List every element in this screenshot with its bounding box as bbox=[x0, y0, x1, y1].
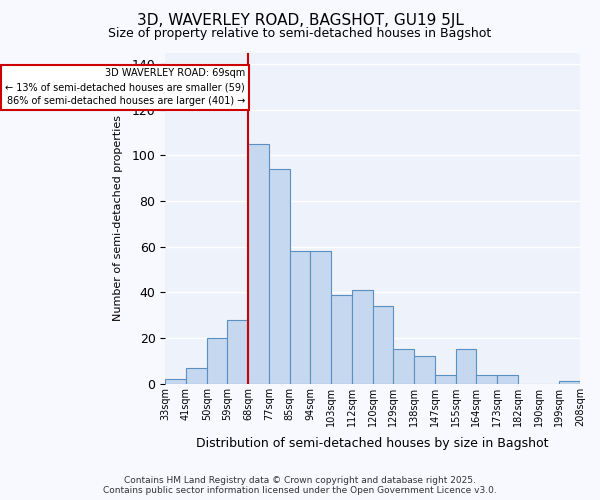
Bar bbox=[207, 338, 227, 384]
Bar bbox=[455, 350, 476, 384]
Bar bbox=[248, 144, 269, 384]
Bar bbox=[559, 382, 580, 384]
Text: 3D, WAVERLEY ROAD, BAGSHOT, GU19 5JL: 3D, WAVERLEY ROAD, BAGSHOT, GU19 5JL bbox=[137, 12, 463, 28]
Bar bbox=[331, 294, 352, 384]
Bar bbox=[290, 251, 310, 384]
Text: 3D WAVERLEY ROAD: 69sqm
← 13% of semi-detached houses are smaller (59)
86% of se: 3D WAVERLEY ROAD: 69sqm ← 13% of semi-de… bbox=[5, 68, 245, 106]
Bar bbox=[227, 320, 248, 384]
Bar bbox=[414, 356, 435, 384]
Y-axis label: Number of semi-detached properties: Number of semi-detached properties bbox=[113, 115, 124, 321]
Bar bbox=[476, 374, 497, 384]
Bar bbox=[352, 290, 373, 384]
Bar bbox=[435, 374, 455, 384]
Bar bbox=[186, 368, 207, 384]
Text: Size of property relative to semi-detached houses in Bagshot: Size of property relative to semi-detach… bbox=[109, 28, 491, 40]
Bar bbox=[394, 350, 414, 384]
Text: Contains HM Land Registry data © Crown copyright and database right 2025.
Contai: Contains HM Land Registry data © Crown c… bbox=[103, 476, 497, 495]
X-axis label: Distribution of semi-detached houses by size in Bagshot: Distribution of semi-detached houses by … bbox=[196, 437, 549, 450]
Bar bbox=[497, 374, 518, 384]
Bar bbox=[165, 379, 186, 384]
Bar bbox=[373, 306, 394, 384]
Bar bbox=[269, 169, 290, 384]
Bar bbox=[310, 251, 331, 384]
